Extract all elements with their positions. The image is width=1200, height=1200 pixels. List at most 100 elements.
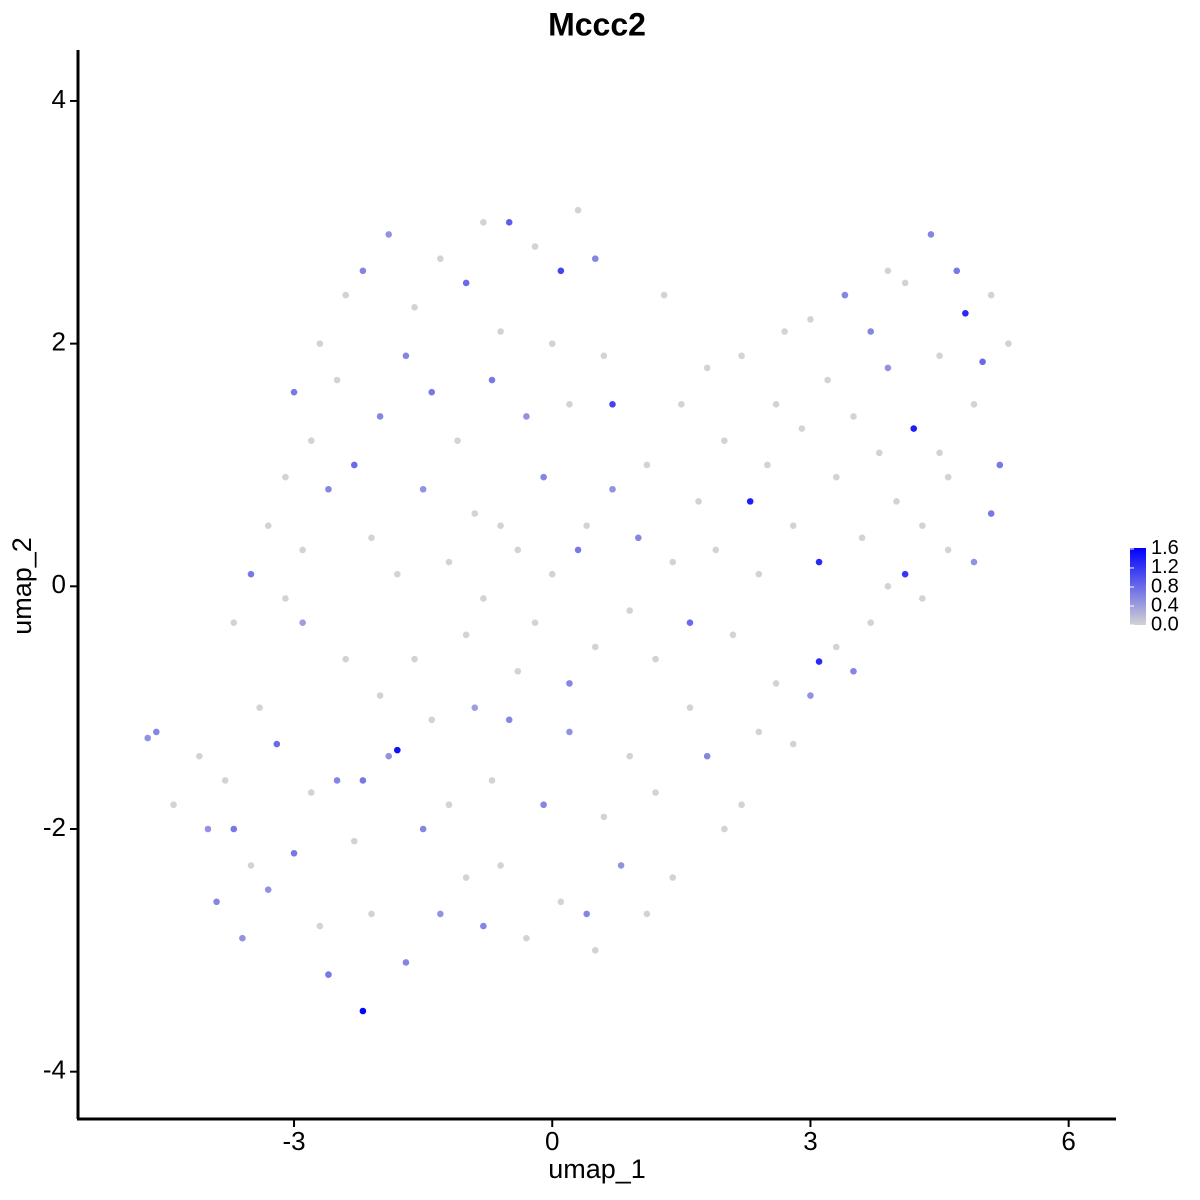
point (936, 352, 943, 360)
point (996, 461, 1004, 469)
point (781, 328, 788, 335)
point (342, 291, 349, 299)
point (755, 728, 763, 736)
point (591, 255, 599, 263)
point (669, 874, 677, 881)
point (815, 558, 823, 566)
point (454, 437, 461, 445)
point (333, 777, 341, 784)
point (428, 716, 436, 724)
x-tick-label: 0 (545, 1126, 559, 1156)
point (893, 498, 900, 505)
point (368, 534, 375, 542)
point (359, 267, 367, 275)
point (574, 546, 582, 554)
points (144, 206, 1012, 1015)
point (402, 352, 410, 360)
point (514, 667, 522, 675)
point (927, 231, 935, 238)
point (695, 498, 702, 505)
colorbar-tick-label: 0.4 (1151, 594, 1179, 616)
point (419, 825, 427, 833)
point (402, 959, 410, 966)
point (394, 570, 401, 578)
point (170, 801, 177, 809)
point (824, 376, 831, 384)
point (230, 619, 238, 627)
point (307, 789, 315, 796)
point (721, 825, 728, 833)
point (290, 388, 298, 396)
point (832, 643, 840, 651)
point (764, 461, 771, 469)
point (746, 498, 754, 505)
point (944, 473, 952, 481)
point (299, 619, 306, 627)
point (548, 340, 556, 347)
point (445, 801, 453, 809)
point (721, 437, 728, 445)
point (1005, 340, 1012, 347)
point (376, 692, 384, 699)
point (462, 279, 470, 287)
point (514, 546, 522, 554)
point (462, 874, 470, 881)
point (445, 558, 453, 566)
point (411, 655, 418, 663)
point (583, 522, 590, 529)
point (540, 473, 547, 481)
point (979, 358, 986, 366)
point (901, 279, 909, 287)
point (944, 546, 952, 554)
point (626, 607, 634, 614)
point (256, 704, 263, 711)
point (273, 740, 281, 748)
point (480, 595, 487, 602)
point (884, 583, 892, 590)
point (264, 886, 272, 893)
point (385, 231, 393, 238)
point (204, 825, 212, 833)
point (213, 898, 220, 906)
point (755, 570, 763, 578)
point (342, 655, 349, 663)
x-tick-label: 3 (803, 1126, 817, 1156)
point (901, 570, 909, 578)
point (919, 595, 926, 602)
point (566, 728, 573, 736)
colorbar-tick-label: 1.2 (1151, 556, 1179, 578)
point (772, 401, 780, 408)
point (557, 898, 565, 906)
point (712, 546, 720, 554)
point (471, 510, 479, 517)
point (686, 619, 694, 627)
point (772, 680, 780, 687)
point (850, 413, 857, 420)
point (686, 704, 694, 711)
point (350, 461, 358, 469)
point (832, 473, 840, 481)
point (428, 388, 436, 396)
point (884, 267, 892, 275)
point (359, 1007, 367, 1015)
point (523, 934, 530, 942)
point (970, 558, 978, 566)
point (798, 425, 806, 432)
point (282, 473, 289, 481)
x-tick-label: 6 (1061, 1126, 1075, 1156)
point (221, 777, 229, 784)
point (290, 849, 298, 857)
point (282, 595, 289, 602)
point (247, 862, 255, 869)
y-tick-label: -4 (43, 1055, 66, 1085)
point (841, 291, 849, 299)
point (609, 401, 616, 408)
point (488, 376, 496, 384)
point (462, 631, 470, 639)
point (987, 291, 995, 299)
point (591, 947, 599, 954)
point (394, 746, 401, 754)
point (299, 546, 306, 554)
point (807, 692, 814, 699)
point (936, 449, 943, 457)
